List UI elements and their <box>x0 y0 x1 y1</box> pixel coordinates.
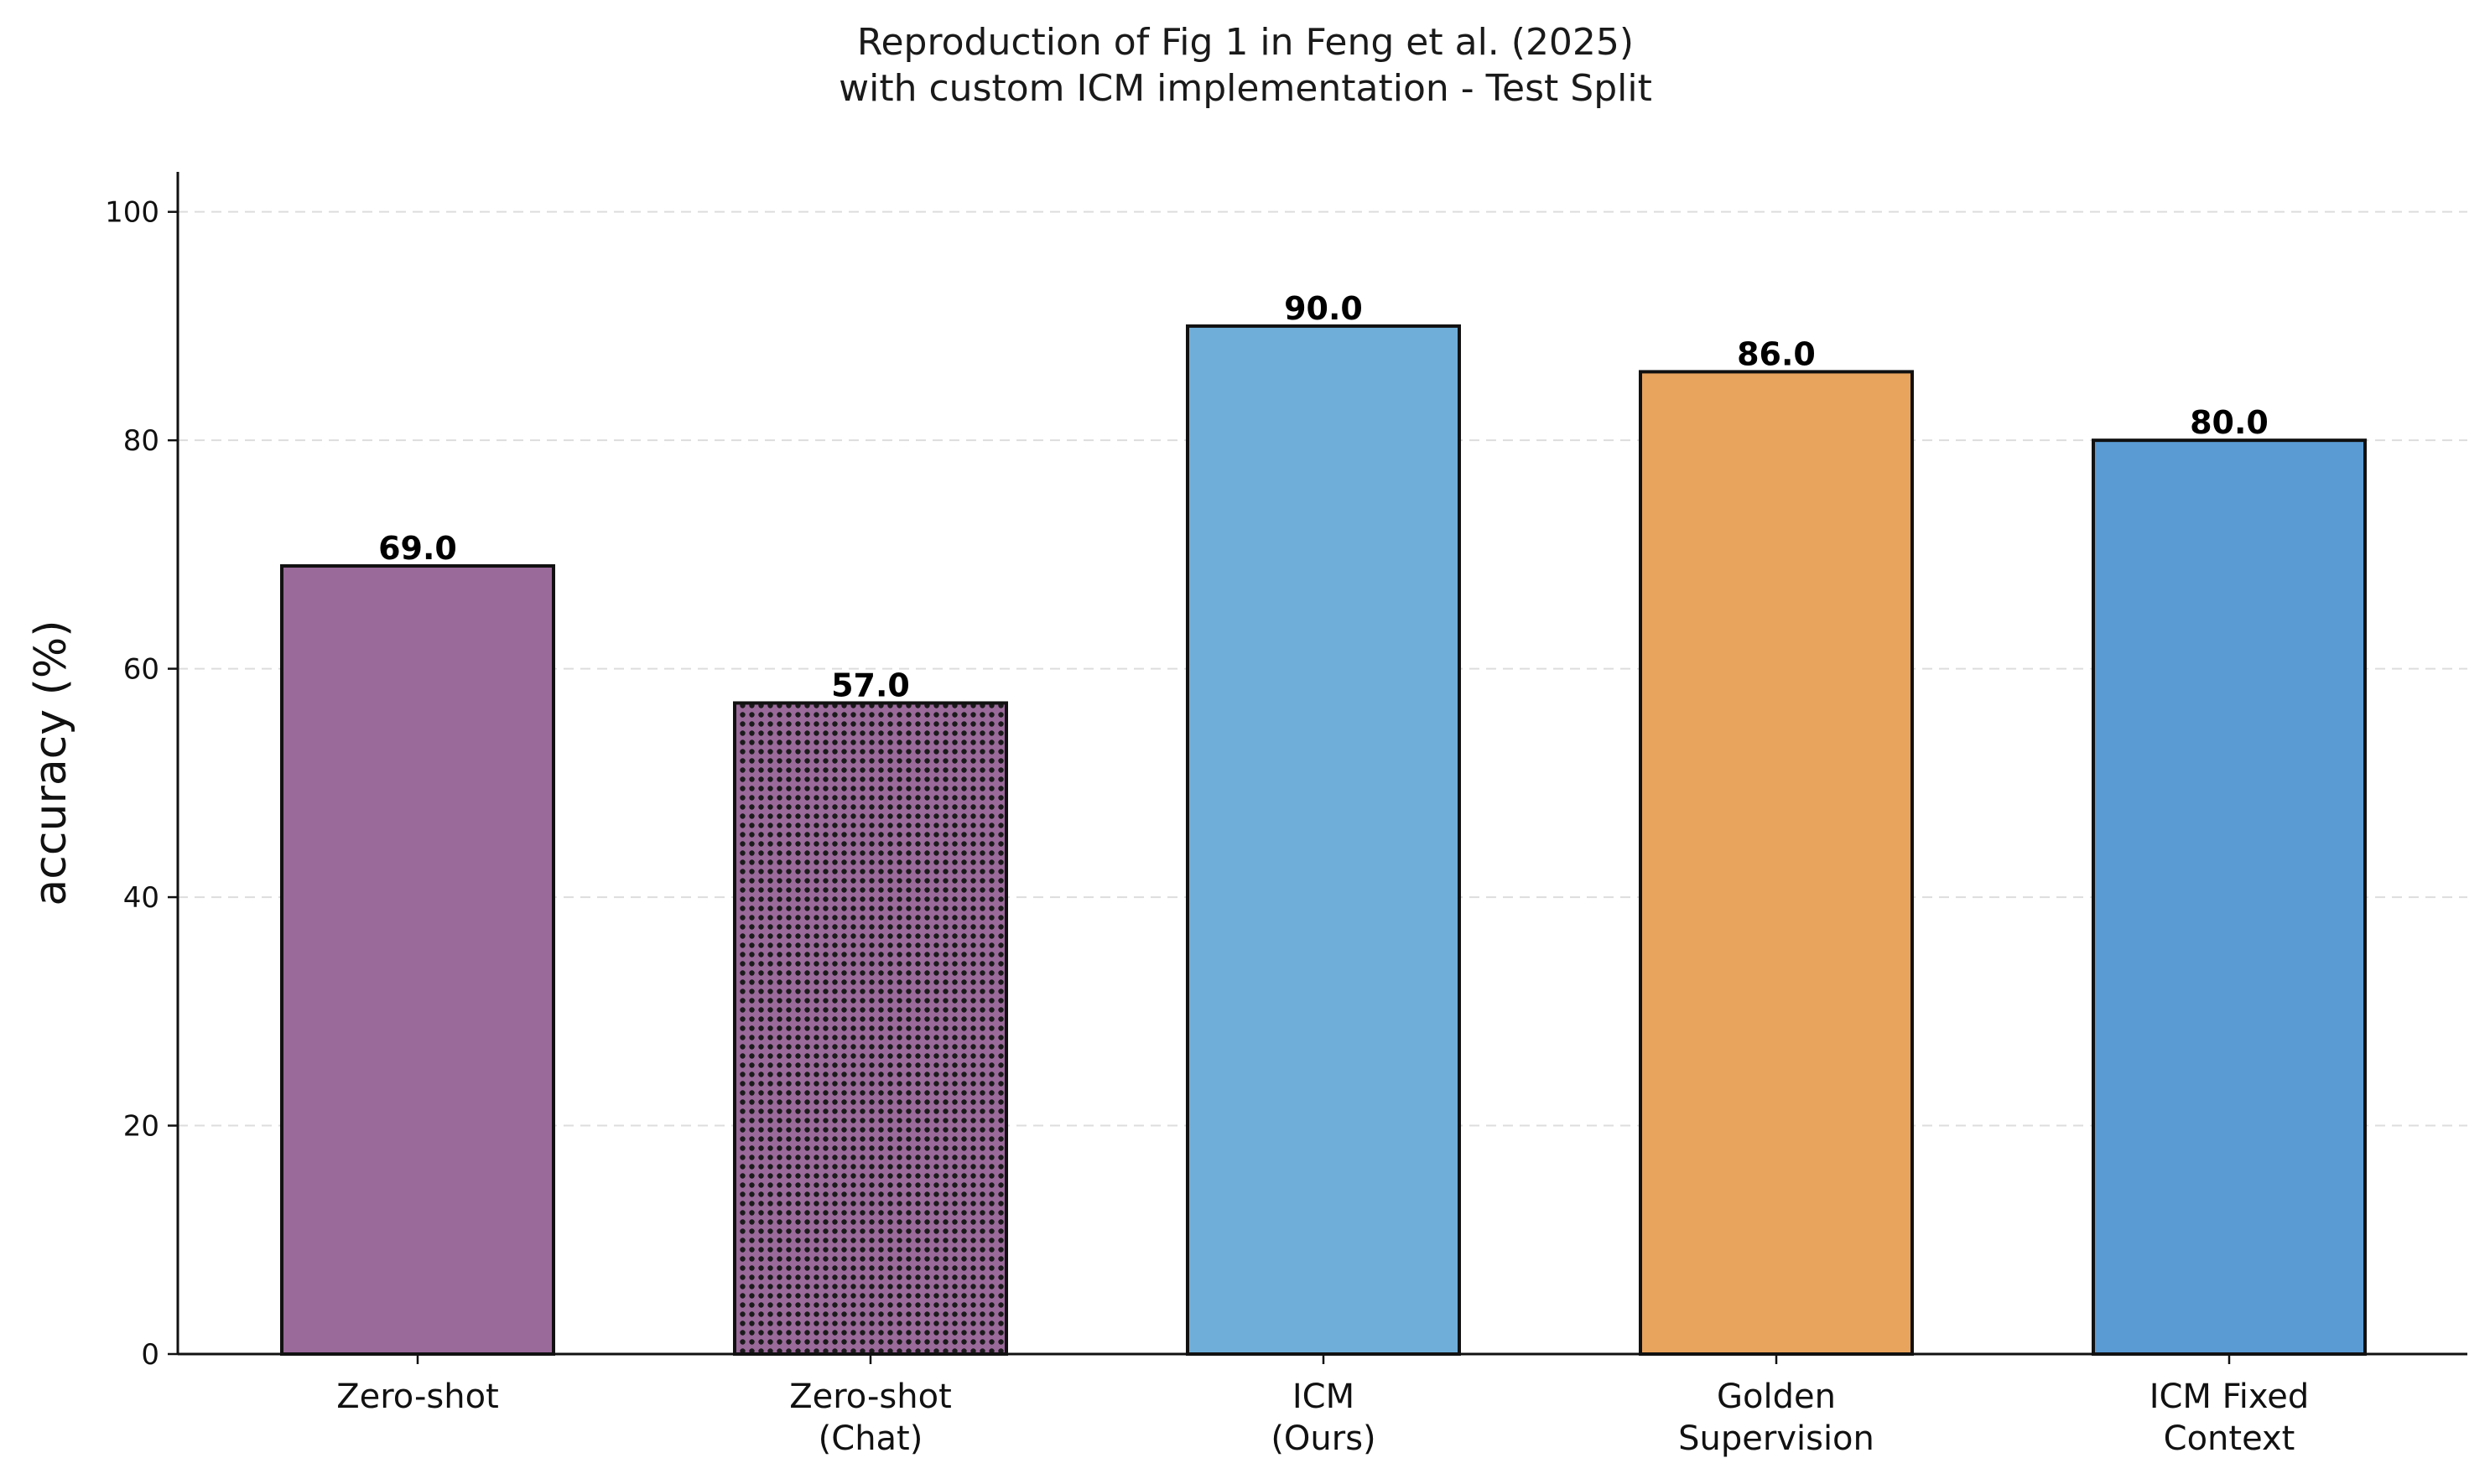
chart-title-line-2: with custom ICM implementation - Test Sp… <box>839 67 1652 110</box>
bar-value-label: 57.0 <box>831 667 910 703</box>
x-tick-label: Zero-shot <box>336 1378 499 1416</box>
bar <box>733 701 1008 1356</box>
y-ticks: 0 20 40 60 80 100 <box>105 196 178 1372</box>
y-tick-label: 0 <box>141 1338 159 1372</box>
bar <box>1639 370 1914 1357</box>
bar-value-label: 86.0 <box>1737 335 1816 372</box>
x-tick-label: ICM <box>1292 1378 1354 1416</box>
bar <box>2092 438 2367 1356</box>
value-labels: 69.0 57.0 90.0 86.0 80.0 <box>378 290 2269 704</box>
x-tick-label: Golden <box>1717 1378 1836 1416</box>
y-tick-label: 40 <box>123 881 159 915</box>
x-tick-label: Supervision <box>1678 1419 1874 1458</box>
x-tick-label: Context <box>2164 1419 2295 1458</box>
bar-value-label: 69.0 <box>378 530 457 567</box>
chart-title-line-1: Reproduction of Fig 1 in Feng et al. (20… <box>857 21 1634 64</box>
bars <box>280 324 2367 1357</box>
x-tick-label: (Chat) <box>819 1419 923 1458</box>
bar-value-label: 80.0 <box>2190 404 2269 441</box>
chart-title: Reproduction of Fig 1 in Feng et al. (20… <box>839 21 1652 110</box>
y-axis-title: accuracy (%) <box>26 620 76 905</box>
y-tick-label: 20 <box>123 1110 159 1144</box>
x-ticks: Zero-shot Zero-shot(Chat)ICM(Ours)GoldenS… <box>336 1354 2309 1458</box>
x-tick-label: (Ours) <box>1271 1419 1375 1458</box>
x-tick-label: ICM Fixed <box>2150 1378 2310 1416</box>
y-tick-label: 60 <box>123 653 159 687</box>
bar <box>1186 324 1461 1356</box>
y-tick-label: 80 <box>123 424 159 458</box>
x-tick-label: Zero-shot <box>789 1378 952 1416</box>
y-tick-label: 100 <box>105 196 159 230</box>
bar-value-label: 90.0 <box>1284 290 1363 327</box>
bar <box>280 564 555 1356</box>
